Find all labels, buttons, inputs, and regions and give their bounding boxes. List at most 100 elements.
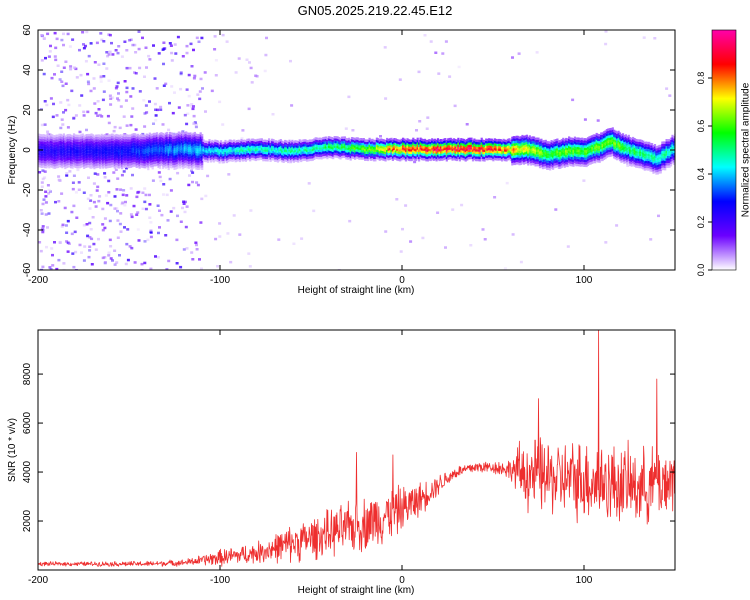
noise-cell bbox=[247, 252, 251, 255]
ridge-cell bbox=[554, 163, 558, 166]
ridge-cell bbox=[126, 151, 129, 154]
ridge-cell bbox=[422, 139, 425, 142]
noise-cell bbox=[61, 223, 65, 227]
ridge-cell bbox=[38, 140, 41, 144]
ridge-cell bbox=[367, 151, 370, 154]
noise-cell bbox=[41, 230, 45, 234]
noise-cell bbox=[226, 232, 230, 235]
ridge-cell bbox=[56, 134, 60, 137]
ridge-cell bbox=[345, 149, 348, 153]
ridge-cell bbox=[51, 165, 54, 168]
ridge-cell bbox=[94, 134, 97, 137]
ridge-cell bbox=[166, 146, 169, 149]
ridge-cell bbox=[569, 149, 572, 152]
ridge-cell bbox=[480, 147, 483, 150]
ridge-cell bbox=[268, 150, 271, 153]
ridge-cell bbox=[70, 163, 73, 166]
noise-cell bbox=[72, 66, 76, 69]
ridge-cell bbox=[550, 154, 553, 157]
ridge-cell bbox=[177, 160, 180, 163]
noise-cell bbox=[116, 177, 120, 180]
noise-cell bbox=[112, 129, 116, 133]
ridge-cell bbox=[214, 158, 217, 162]
ridge-cell bbox=[249, 149, 252, 152]
ridge-cell bbox=[164, 149, 167, 152]
ridge-cell bbox=[541, 164, 544, 167]
noise-cell bbox=[64, 82, 68, 85]
ridge-cell bbox=[161, 159, 164, 162]
ridge-cell bbox=[230, 142, 233, 145]
ridge-cell bbox=[527, 153, 530, 156]
ridge-cell bbox=[337, 156, 341, 159]
ridge-cell bbox=[163, 150, 166, 153]
ridge-cell bbox=[343, 153, 346, 156]
ridge-cell bbox=[176, 149, 179, 152]
ridge-cell bbox=[330, 153, 333, 157]
ridge-cell bbox=[595, 142, 598, 145]
ridge-cell bbox=[118, 156, 121, 159]
ridge-cell bbox=[289, 141, 293, 144]
ridge-cell bbox=[209, 152, 212, 156]
ridge-cell bbox=[271, 153, 274, 156]
ridge-cell bbox=[390, 154, 393, 157]
ridge-cell bbox=[601, 149, 604, 152]
ridge-cell bbox=[502, 143, 505, 146]
ridge-cell bbox=[172, 160, 175, 163]
ridge-cell bbox=[230, 156, 233, 160]
ridge-cell bbox=[52, 149, 55, 152]
ridge-cell bbox=[141, 141, 144, 144]
ridge-cell bbox=[434, 153, 437, 156]
ridge-cell bbox=[383, 146, 386, 149]
ridge-cell bbox=[519, 157, 523, 161]
ridge-cell bbox=[572, 164, 575, 167]
noise-cell bbox=[174, 52, 178, 55]
ridge-cell bbox=[317, 145, 320, 148]
ridge-cell bbox=[326, 147, 329, 150]
ridge-cell bbox=[374, 154, 377, 157]
ridge-cell bbox=[147, 158, 150, 161]
ridge-cell bbox=[560, 153, 563, 156]
ridge-cell bbox=[195, 150, 198, 153]
ridge-cell bbox=[116, 141, 119, 144]
ridge-cell bbox=[371, 155, 374, 158]
ridge-cell bbox=[546, 146, 549, 149]
ridge-cell bbox=[586, 137, 590, 140]
ridge-cell bbox=[307, 142, 310, 145]
ridge-cell bbox=[65, 151, 68, 154]
ridge-cell bbox=[166, 139, 169, 142]
ridge-cell bbox=[477, 139, 480, 143]
ridge-cell bbox=[271, 150, 274, 154]
noise-cell bbox=[165, 193, 169, 197]
noise-cell bbox=[111, 53, 115, 56]
ridge-cell bbox=[176, 137, 179, 140]
ridge-cell bbox=[268, 147, 271, 151]
ridge-cell bbox=[342, 136, 345, 139]
ridge-cell bbox=[89, 134, 92, 137]
ridge-cell bbox=[43, 151, 46, 154]
ridge-cell bbox=[199, 137, 202, 140]
ridge-cell bbox=[361, 140, 364, 143]
ridge-cell bbox=[102, 156, 105, 159]
ridge-cell bbox=[533, 155, 536, 159]
ridge-cell bbox=[103, 134, 106, 137]
noise-cell bbox=[149, 230, 153, 233]
ridge-cell bbox=[67, 162, 70, 166]
ridge-cell bbox=[517, 152, 520, 155]
ridge-cell bbox=[546, 153, 549, 156]
ridge-cell bbox=[540, 157, 543, 161]
ridge-cell bbox=[600, 137, 603, 140]
ridge-cell bbox=[186, 144, 189, 147]
ridge-cell bbox=[179, 156, 182, 159]
noise-cell bbox=[183, 113, 187, 117]
noise-cell bbox=[96, 100, 100, 103]
ridge-cell bbox=[80, 160, 83, 163]
ridge-cell bbox=[321, 141, 325, 145]
ridge-cell bbox=[94, 146, 97, 149]
noise-cell bbox=[384, 97, 388, 100]
ridge-cell bbox=[151, 167, 154, 170]
ridge-cell bbox=[600, 149, 603, 152]
noise-cell bbox=[64, 224, 68, 227]
ridge-cell bbox=[185, 153, 188, 156]
ridge-cell bbox=[534, 164, 537, 167]
noise-cell bbox=[101, 256, 105, 260]
